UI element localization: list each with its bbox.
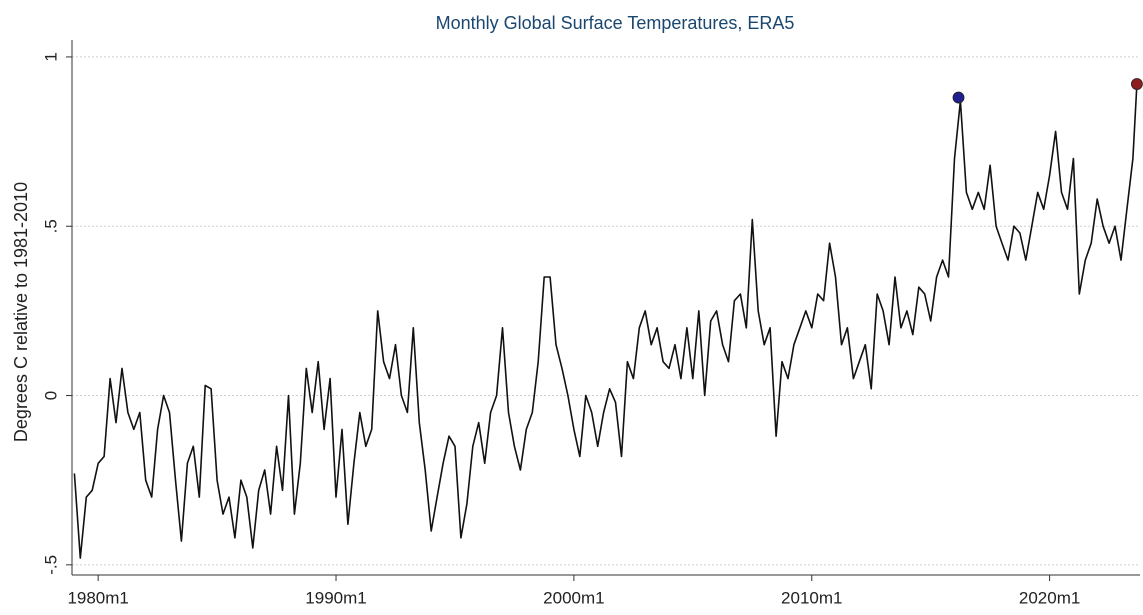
data-line: [73, 83, 1138, 559]
y-tick-label: 1: [41, 52, 60, 61]
x-tick-label: 2000m1: [543, 588, 604, 607]
y-axis-label: Degrees C relative to 1981-2010: [11, 182, 31, 442]
x-tick-label: 1980m1: [67, 588, 128, 607]
x-tick-label: 2020m1: [1019, 588, 1080, 607]
y-tick-label: -.5: [41, 555, 60, 575]
x-tick-label: 2010m1: [781, 588, 842, 607]
y-tick-label: .5: [41, 219, 60, 233]
y-tick-label: 0: [41, 391, 60, 400]
highlight-point: [1131, 78, 1143, 90]
highlight-point: [952, 91, 965, 104]
x-tick-label: 1990m1: [305, 588, 366, 607]
chart-title: Monthly Global Surface Temperatures, ERA…: [436, 13, 795, 33]
